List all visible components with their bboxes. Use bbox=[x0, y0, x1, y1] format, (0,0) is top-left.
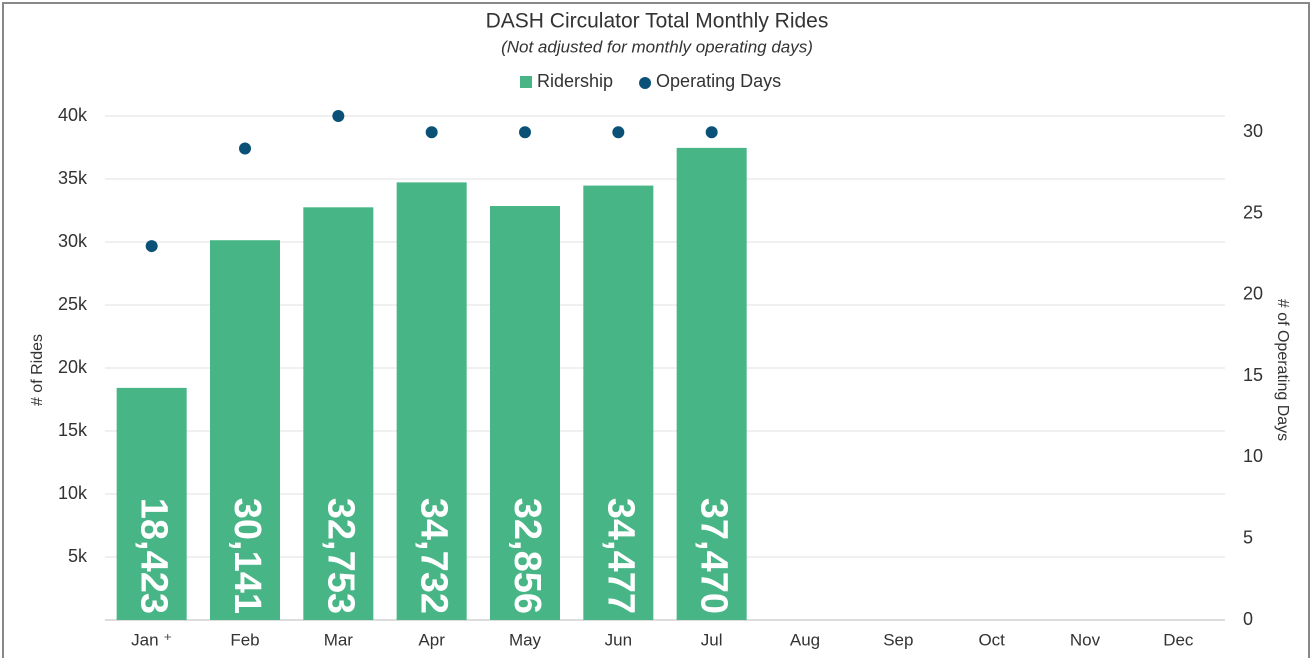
y-tick-label: 25k bbox=[58, 294, 88, 314]
x-tick-label: Apr bbox=[418, 630, 445, 649]
data-label: 32,753 bbox=[319, 498, 361, 614]
y-tick-label: 35k bbox=[58, 168, 88, 188]
y2-tick-label: 25 bbox=[1243, 202, 1263, 222]
y-tick-label: 30k bbox=[58, 231, 88, 251]
legend-swatch bbox=[639, 77, 652, 89]
bar bbox=[490, 206, 560, 620]
data-label: 34,732 bbox=[413, 498, 455, 614]
x-tick-label: Nov bbox=[1070, 630, 1101, 649]
y-tick-label: 20k bbox=[58, 357, 88, 377]
chart-title: DASH Circulator Total Monthly Rides bbox=[486, 10, 829, 33]
x-tick-label: May bbox=[509, 630, 542, 649]
legend-label: Ridership bbox=[537, 71, 613, 91]
data-label: 37,470 bbox=[693, 498, 735, 614]
dot bbox=[145, 240, 158, 253]
x-tick-label: Jun bbox=[605, 630, 632, 649]
y2-tick-label: 5 bbox=[1243, 527, 1253, 547]
y-tick-label: 15k bbox=[58, 420, 88, 440]
bar bbox=[396, 182, 467, 620]
x-tick-label: Oct bbox=[978, 630, 1005, 649]
y2-tick-label: 10 bbox=[1243, 446, 1263, 466]
chart-subtitle: (Not adjusted for monthly operating days… bbox=[501, 37, 813, 56]
bar bbox=[116, 387, 187, 620]
y2-tick-label: 0 bbox=[1243, 609, 1253, 629]
y-tick-label: 5k bbox=[68, 546, 88, 566]
y-tick-label: 40k bbox=[58, 105, 88, 125]
bar bbox=[583, 185, 654, 621]
data-label: 30,141 bbox=[226, 498, 268, 614]
dot bbox=[332, 110, 345, 122]
x-tick-label: Aug bbox=[790, 630, 820, 649]
bar bbox=[303, 207, 374, 620]
y-tick-label: 10k bbox=[58, 483, 88, 503]
bar bbox=[676, 147, 747, 621]
x-tick-label: Jul bbox=[701, 630, 723, 649]
legend-swatch bbox=[520, 76, 532, 88]
dot bbox=[705, 126, 718, 139]
bar bbox=[210, 240, 280, 621]
y-axis-label: # of Rides bbox=[29, 334, 46, 406]
legend-label: Operating Days bbox=[656, 71, 781, 91]
x-tick-label: Feb bbox=[230, 630, 259, 649]
x-tick-label: Jan ⁺ bbox=[131, 630, 172, 649]
y2-axis-label: # of Operating Days bbox=[1274, 299, 1291, 441]
x-tick-label: Dec bbox=[1163, 630, 1194, 649]
dot bbox=[425, 126, 438, 139]
y2-tick-label: 20 bbox=[1243, 284, 1263, 304]
x-tick-label: Mar bbox=[324, 630, 354, 649]
y2-tick-label: 15 bbox=[1243, 365, 1263, 385]
data-label: 18,423 bbox=[133, 498, 175, 614]
dot bbox=[239, 142, 251, 155]
data-label: 32,856 bbox=[506, 498, 548, 614]
y2-tick-label: 30 bbox=[1243, 121, 1263, 141]
dot bbox=[519, 126, 531, 139]
dot bbox=[612, 126, 625, 139]
data-label: 34,477 bbox=[599, 498, 641, 614]
x-tick-label: Sep bbox=[883, 630, 913, 649]
